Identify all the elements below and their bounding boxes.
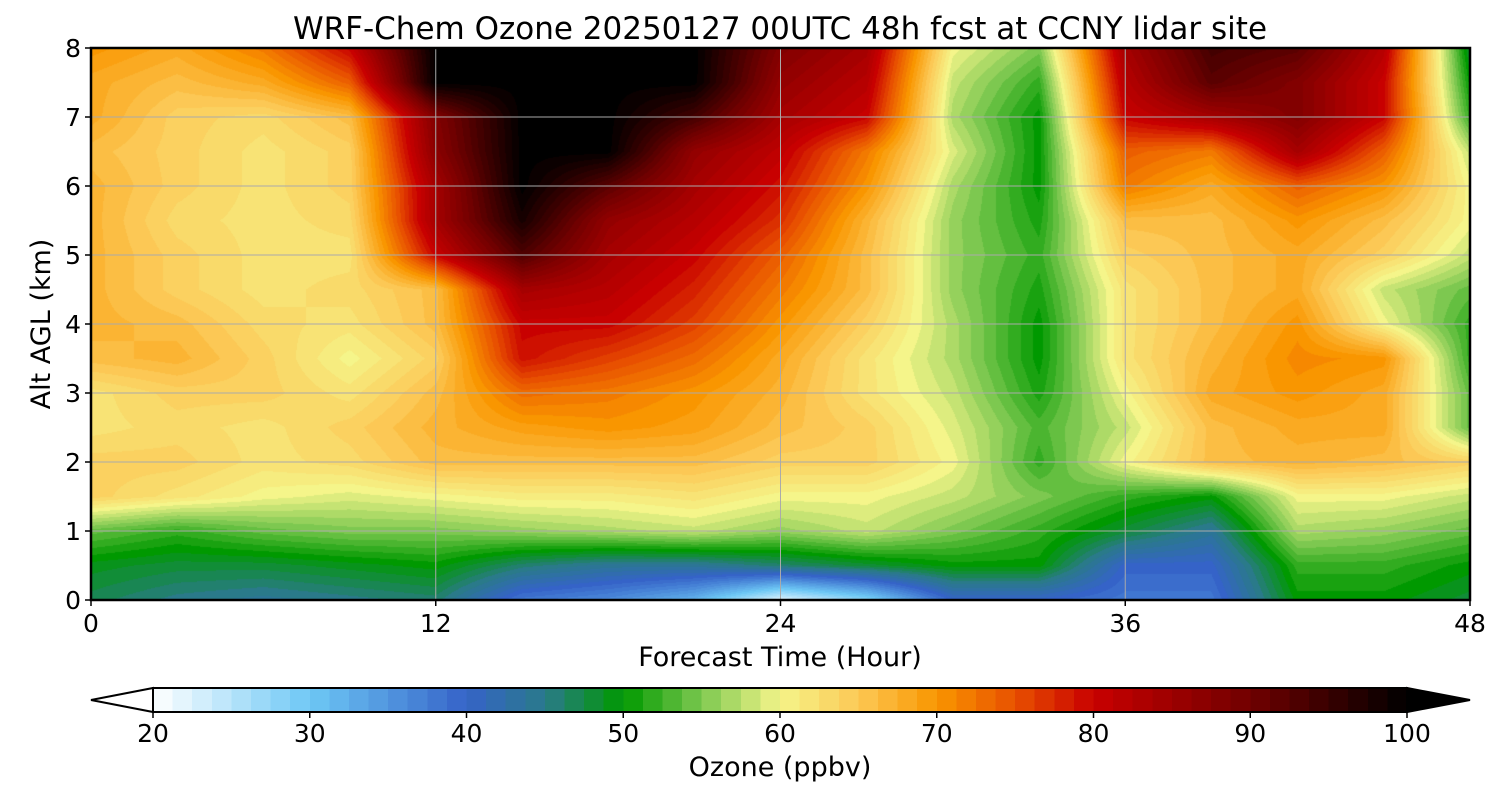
y-tick-label: 7	[65, 103, 81, 132]
grid-lines	[91, 48, 1470, 600]
plot-area	[89, 46, 1472, 602]
colorbar-gradient	[153, 688, 1407, 712]
colorbar-tick-label: 90	[1234, 719, 1266, 748]
y-tick-label: 1	[65, 517, 81, 546]
colorbar-tick-label: 70	[921, 719, 953, 748]
y-tick-label: 3	[65, 379, 81, 408]
x-tick-label: 36	[1109, 609, 1141, 638]
colorbar-tick-label: 50	[607, 719, 639, 748]
y-tick-label: 2	[65, 448, 81, 477]
colorbar-tick-label: 20	[137, 719, 169, 748]
y-tick-label: 6	[65, 172, 81, 201]
x-tick-label: 24	[765, 609, 797, 638]
colorbar-tick-label: 40	[451, 719, 483, 748]
x-axis-label: Forecast Time (Hour)	[638, 642, 922, 673]
y-tick-label: 5	[65, 241, 81, 270]
y-axis-label: Alt AGL (km)	[26, 239, 57, 410]
colorbar-tick-label: 30	[294, 719, 326, 748]
colorbar-label: Ozone (ppbv)	[689, 752, 872, 783]
y-tick-label: 8	[65, 34, 81, 63]
colorbar-ticks: 20 30 40 50 60 70 80 90 100	[137, 712, 1431, 748]
x-tick-label: 12	[420, 609, 452, 638]
colorbar-extend-low	[90, 686, 154, 714]
colorbar: 20 30 40 50 60 70 80 90 100 Ozone (ppbv)	[90, 686, 1471, 783]
x-axis: 0 12 24 36 48	[83, 600, 1486, 638]
y-tick-label: 0	[65, 586, 81, 615]
y-tick-label: 4	[65, 310, 81, 339]
y-axis: 0 1 2 3 4 5 6 7 8	[65, 34, 91, 615]
x-tick-label: 48	[1454, 609, 1486, 638]
colorbar-tick-label: 100	[1383, 719, 1431, 748]
colorbar-tick-label: 60	[764, 719, 796, 748]
colorbar-extend-high	[1406, 686, 1471, 714]
colorbar-tick-label: 80	[1078, 719, 1110, 748]
chart-title: WRF-Chem Ozone 20250127 00UTC 48h fcst a…	[293, 11, 1267, 47]
x-tick-label: 0	[83, 609, 99, 638]
